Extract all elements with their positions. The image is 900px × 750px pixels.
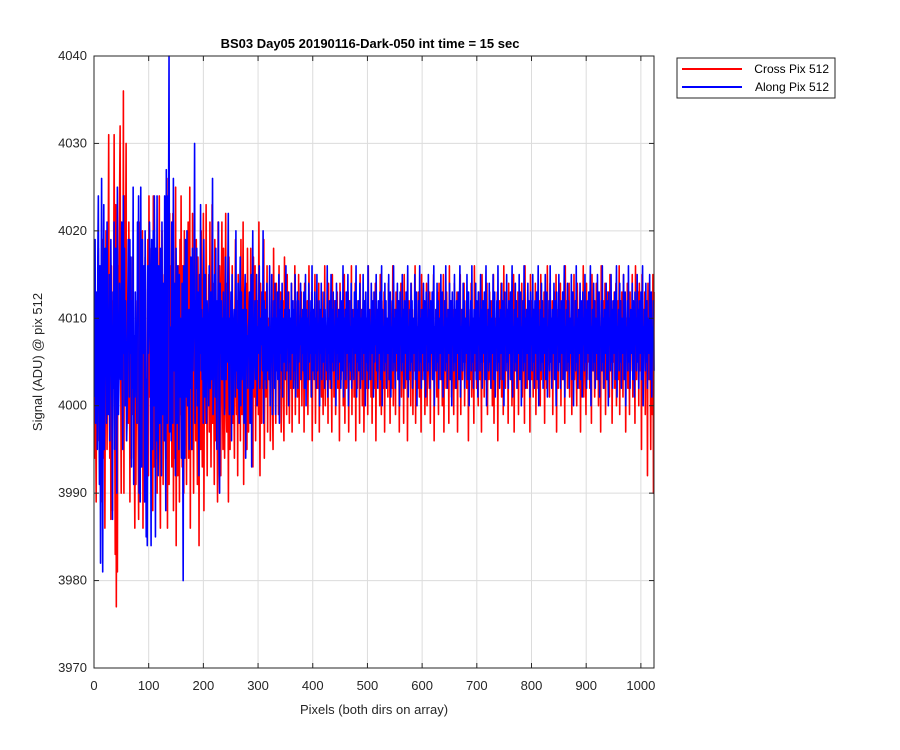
legend-label-along-pix: Along Pix 512 <box>755 80 829 94</box>
y-tick-label: 4040 <box>58 48 87 63</box>
x-axis-label: Pixels (both dirs on array) <box>300 702 448 717</box>
y-tick-label: 4020 <box>58 223 87 238</box>
x-tick-label: 0 <box>90 678 97 693</box>
y-tick-label: 3970 <box>58 660 87 675</box>
x-tick-label: 1000 <box>626 678 655 693</box>
y-tick-label: 3990 <box>58 485 87 500</box>
series-layer <box>93 55 655 608</box>
y-tick-label: 3980 <box>58 573 87 588</box>
y-axis-label: Signal (ADU) @ pix 512 <box>30 293 45 431</box>
chart-title: BS03 Day05 20190116-Dark-050 int time = … <box>221 36 520 51</box>
legend-label-cross-pix: Cross Pix 512 <box>754 62 829 76</box>
x-tick-label: 700 <box>466 678 488 693</box>
y-tick-label: 4030 <box>58 135 87 150</box>
y-tick-label: 4000 <box>58 398 87 413</box>
x-tick-label: 600 <box>411 678 433 693</box>
legend-box <box>676 57 836 99</box>
y-tick-label: 4010 <box>58 310 87 325</box>
x-tick-label: 200 <box>193 678 215 693</box>
y-axis: 3970 3980 3990 4000 4010 4020 4030 4040 <box>58 48 654 675</box>
x-tick-label: 100 <box>138 678 160 693</box>
x-tick-label: 500 <box>357 678 379 693</box>
series-line-along-pix <box>93 55 655 582</box>
x-tick-label: 300 <box>247 678 269 693</box>
x-axis: 0 100 200 300 400 500 600 700 800 900 1000 <box>90 56 655 693</box>
legend: Cross Pix 512 Along Pix 512 <box>676 57 836 99</box>
x-tick-label: 400 <box>302 678 324 693</box>
x-tick-label: 800 <box>521 678 543 693</box>
axes-frame <box>93 55 655 669</box>
x-tick-label: 900 <box>575 678 597 693</box>
